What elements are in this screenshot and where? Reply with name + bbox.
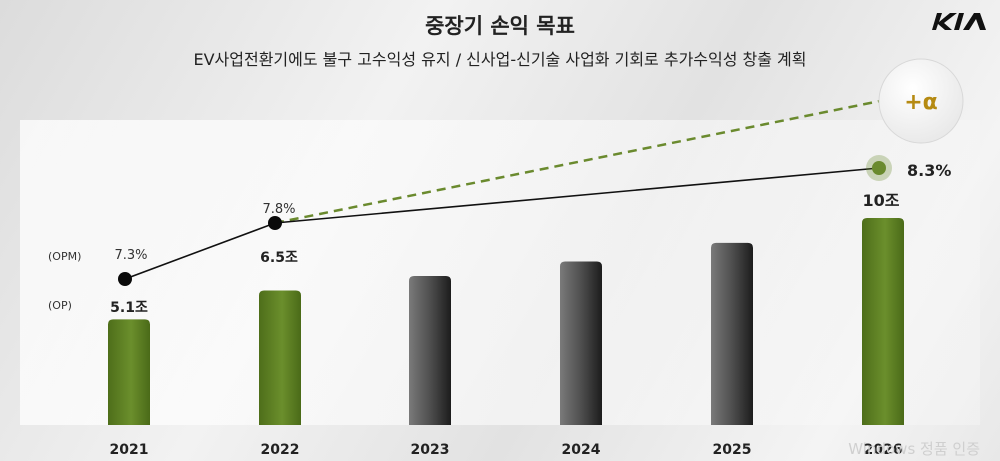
x-tick-label: 2025 (713, 442, 752, 458)
opm-label-2026: 8.3% (907, 161, 951, 180)
x-tick-label: 2024 (562, 442, 601, 458)
opm-line (124, 167, 880, 280)
kia-logo-icon (932, 13, 986, 30)
plot-area (20, 120, 980, 425)
dashed-projection-line (274, 97, 891, 225)
op-label-2022: 6.5조 (260, 250, 298, 266)
opm-row-label: (OPM) (48, 250, 82, 263)
op-label-2026: 10조 (863, 191, 900, 210)
bar-2021 (108, 319, 150, 425)
windows-watermark: Windows 정품 인증 (848, 440, 980, 458)
op-row-label: (OP) (48, 299, 72, 312)
opm-point-2021 (118, 272, 132, 286)
bar-2026 (862, 218, 904, 425)
chart-subtitle: EV사업전환기에도 불구 고수익성 유지 / 신사업-신기술 사업화 기회로 추… (193, 50, 807, 69)
x-tick-label: 2021 (110, 442, 149, 458)
opm-point-2022 (268, 216, 282, 230)
op-label-2021: 5.1조 (110, 300, 148, 316)
chart-title: 중장기 손익 목표 (425, 14, 575, 38)
plus-alpha-badge (878, 58, 964, 144)
plus-alpha-label: +α (904, 90, 938, 115)
x-tick-label: 2022 (261, 442, 300, 458)
opm-point-2026 (872, 161, 886, 175)
opm-label-2022: 7.8% (262, 202, 295, 217)
opm-label-2021: 7.3% (114, 248, 147, 263)
bar-2022 (259, 290, 301, 425)
bar-2025 (711, 242, 753, 425)
x-tick-label: 2026 (864, 442, 903, 458)
x-tick-label: 2023 (411, 442, 450, 458)
bar-2023 (409, 275, 451, 425)
bar-2024 (560, 261, 602, 425)
